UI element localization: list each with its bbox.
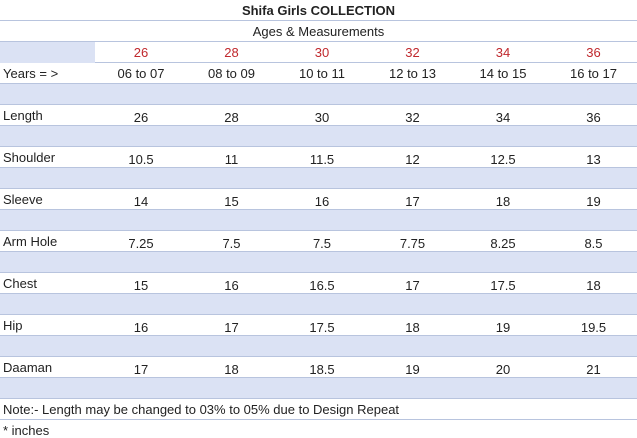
row-label: Hip <box>3 318 23 333</box>
row-label: Arm Hole <box>3 234 58 249</box>
size-label: 28 <box>224 45 239 60</box>
cell-value: 16 <box>314 194 330 209</box>
cell-value: 17 <box>224 320 239 335</box>
unit-row: * inches <box>0 420 637 438</box>
title: Shifa Girls COLLECTION <box>241 3 396 18</box>
row-label: Years = > <box>3 66 59 81</box>
cell-value: 15 <box>224 194 239 209</box>
cell-value: 7.25 <box>128 236 154 251</box>
note-row: Note:- Length may be changed to 03% to 0… <box>0 399 637 420</box>
size-label: 26 <box>133 45 149 60</box>
cell-value: 17 <box>133 362 149 377</box>
spacer-row <box>0 210 637 231</box>
spacer-row <box>0 294 637 315</box>
cell-value: 14 to 15 <box>479 66 527 81</box>
cell-value: 36 <box>586 110 601 125</box>
cell-value: 20 <box>495 362 511 377</box>
note: Note:- Length may be changed to 03% to 0… <box>3 402 400 417</box>
cell-value: 18.5 <box>309 362 335 377</box>
cell-value: 19.5 <box>580 320 607 335</box>
row-label: Chest <box>3 276 37 291</box>
cell-value: 17.5 <box>309 320 335 335</box>
cell-value: 16.5 <box>309 278 335 293</box>
spacer-row <box>0 252 637 273</box>
cell-value: 16 <box>224 278 239 293</box>
measurement-row: Shoulder 10.5 11 11.5 12 12.5 13 <box>0 147 637 168</box>
cell-value: 15 <box>133 278 149 293</box>
spacer-row <box>0 168 637 189</box>
cell-value: 19 <box>405 362 420 377</box>
subtitle: Ages & Measurements <box>252 24 385 39</box>
unit-note: * inches <box>3 423 50 438</box>
cell-value: 16 <box>133 320 149 335</box>
size-label: 30 <box>314 45 330 60</box>
cell-value: 18 <box>586 278 601 293</box>
cell-value: 17.5 <box>490 278 516 293</box>
cell-value: 18 <box>495 194 511 209</box>
cell-value: 28 <box>224 110 239 125</box>
spacer-row <box>0 378 637 399</box>
measurement-row: Hip 16 17 17.5 18 19 19.5 <box>0 315 637 336</box>
cell-value: 7.5 <box>312 236 332 251</box>
row-label: Daaman <box>3 360 53 375</box>
cell-value: 8.5 <box>584 236 603 251</box>
measurement-row: Sleeve 14 15 16 17 18 19 <box>0 189 637 210</box>
cell-value: 34 <box>495 110 511 125</box>
cell-value: 08 to 09 <box>208 66 255 81</box>
cell-value: 10 to 11 <box>298 66 346 81</box>
row-label: Length <box>3 108 43 123</box>
title-row: Shifa Girls COLLECTION <box>0 0 637 21</box>
spacer-row <box>0 336 637 357</box>
cell-value: 19 <box>495 320 511 335</box>
size-row: 26 28 30 32 34 36 <box>0 42 637 63</box>
cell-value: 30 <box>314 110 330 125</box>
cell-value: 21 <box>586 362 601 377</box>
cell-value: 12.5 <box>490 152 516 167</box>
cell-value: 8.25 <box>490 236 516 251</box>
row-label: Shoulder <box>3 150 56 165</box>
cell-value: 18 <box>405 320 420 335</box>
cell-value: 17 <box>405 194 420 209</box>
cell-value: 17 <box>405 278 420 293</box>
cell-value: 13 <box>586 152 601 167</box>
cell-value: 10.5 <box>128 152 154 167</box>
cell-value: 18 <box>224 362 239 377</box>
row-label: Sleeve <box>3 192 43 207</box>
measurement-row: Arm Hole 7.25 7.5 7.5 7.75 8.25 8.5 <box>0 231 637 252</box>
cell-value: 12 to 13 <box>389 66 436 81</box>
measurement-row: Length 26 28 30 32 34 36 <box>0 105 637 126</box>
subtitle-row: Ages & Measurements <box>0 21 637 42</box>
size-label: 34 <box>495 45 511 60</box>
cell-value: 16 to 17 <box>570 66 617 81</box>
spacer-row <box>0 126 637 147</box>
cell-value: 11 <box>224 152 239 167</box>
measurement-row: Years = > 06 to 07 08 to 09 10 to 11 12 to 1… <box>0 63 637 84</box>
cell-value: 7.75 <box>399 236 426 251</box>
cell-value: 7.5 <box>222 236 241 251</box>
measurement-row: Chest 15 16 16.5 17 17.5 18 <box>0 273 637 294</box>
size-label: 36 <box>586 45 601 60</box>
size-label: 32 <box>405 45 420 60</box>
cell-value: 26 <box>133 110 149 125</box>
cell-value: 06 to 07 <box>117 66 165 81</box>
spacer-row <box>0 84 637 105</box>
cell-value: 12 <box>405 152 420 167</box>
cell-value: 11.5 <box>309 152 335 167</box>
measurement-row: Daaman 17 18 18.5 19 20 21 <box>0 357 637 378</box>
cell-value: 14 <box>133 194 149 209</box>
cell-value: 32 <box>405 110 420 125</box>
cell-value: 19 <box>586 194 601 209</box>
corner-cell <box>0 42 95 63</box>
